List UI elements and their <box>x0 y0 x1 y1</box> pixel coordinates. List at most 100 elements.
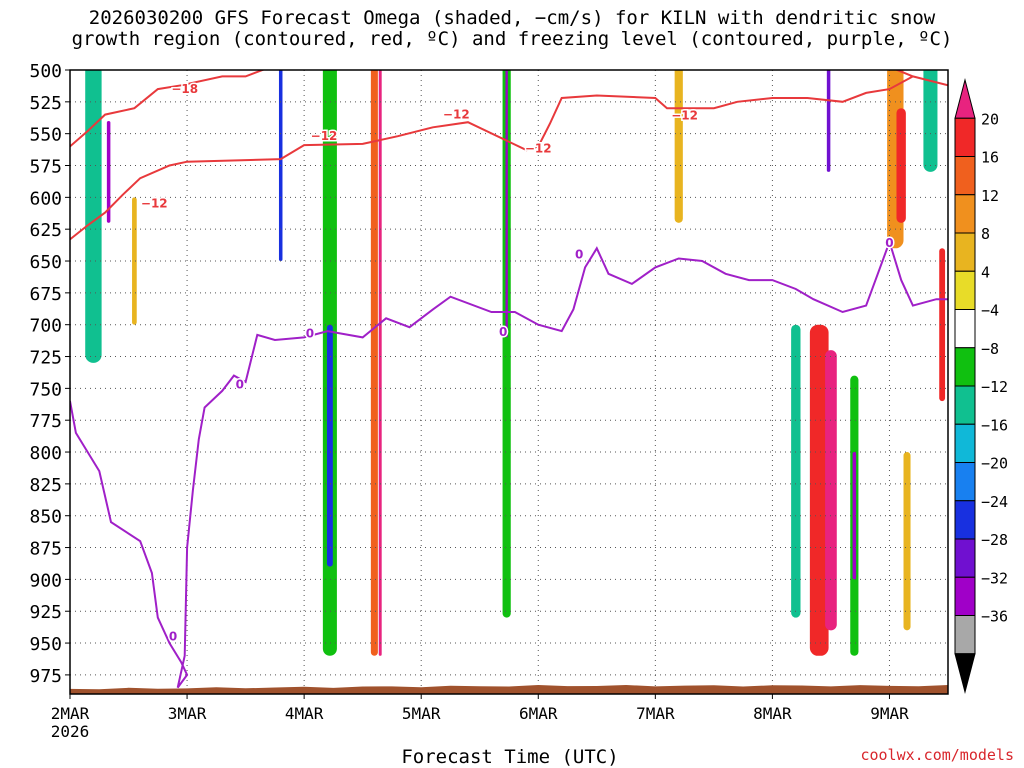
omega-streak <box>878 299 889 402</box>
colorbar-label: −12 <box>981 378 1008 396</box>
y-tick-label: 750 <box>29 379 62 400</box>
y-tick-label: 825 <box>29 475 62 496</box>
omega-streak <box>825 350 837 631</box>
omega-streak <box>106 120 111 223</box>
contour-label: 0 <box>885 236 893 250</box>
y-tick-label: 500 <box>29 61 62 82</box>
x-tick-label: 7MAR <box>636 704 675 723</box>
omega-streak <box>270 70 280 644</box>
omega-streak <box>896 108 906 223</box>
contour-label: −12 <box>671 109 698 123</box>
x-tick-label: 3MAR <box>168 704 207 723</box>
colorbar-label: 20 <box>981 110 999 128</box>
plot-frame <box>69 69 949 695</box>
contour-group <box>70 70 948 689</box>
omega-streak <box>278 70 283 262</box>
omega-streak <box>674 70 683 223</box>
y-tick-label: 850 <box>29 507 62 528</box>
colorbar-bin <box>954 423 976 463</box>
omega-shading-group <box>85 70 946 656</box>
dgz-bottom-contour <box>70 75 914 241</box>
x-tick-label: 2MAR <box>51 704 90 723</box>
colorbar-bin <box>954 156 976 196</box>
colorbar-bin <box>954 309 976 349</box>
y-tick-label: 725 <box>29 348 62 369</box>
y-tick-label: 975 <box>29 666 62 687</box>
y-tick-label: 550 <box>29 125 62 146</box>
colorbar-label: 12 <box>981 187 999 205</box>
colorbar-bin <box>954 462 976 502</box>
contour-label: 0 <box>575 247 583 261</box>
contour-label: −12 <box>311 129 338 143</box>
colorbar-bin <box>954 538 976 578</box>
omega-streak <box>502 70 511 618</box>
y-tick-label: 600 <box>29 188 62 209</box>
colorbar-label: 4 <box>981 263 990 281</box>
contour-label: 0 <box>169 629 177 643</box>
colorbar-label: −24 <box>981 493 1008 511</box>
x-tick-label: 9MAR <box>870 704 909 723</box>
x-tick-label: 8MAR <box>753 704 792 723</box>
contour-label: 0 <box>306 326 314 340</box>
colorbar-label: 16 <box>981 149 999 167</box>
colorbar-label: 8 <box>981 225 990 243</box>
terrain-ground <box>70 685 948 694</box>
omega-streak <box>923 70 938 172</box>
contour-label: 0 <box>236 377 244 391</box>
contour-label: −12 <box>141 196 168 210</box>
colorbar-label: −4 <box>981 302 999 320</box>
omega-streak <box>809 324 829 656</box>
omega-streak <box>370 70 378 656</box>
x-tick-label: 5MAR <box>402 704 441 723</box>
freezing-level-contour <box>70 238 948 689</box>
colorbar-label: −16 <box>981 416 1008 434</box>
colorbar-bin <box>954 576 976 616</box>
omega-streak <box>378 70 382 656</box>
omega-streak <box>132 197 137 325</box>
omega-streak <box>623 108 629 542</box>
contour-label: −18 <box>171 82 198 96</box>
omega-streak <box>826 70 831 172</box>
credit-text: coolwx.com/models <box>860 746 1014 764</box>
colorbar-bin <box>954 270 976 310</box>
omega-streak <box>939 248 946 402</box>
colorbar-bin <box>954 232 976 272</box>
x-tick-sublabel: 2026 <box>51 722 90 741</box>
y-tick-label: 575 <box>29 157 62 178</box>
omega-streak <box>505 70 508 338</box>
y-tick-label: 675 <box>29 284 62 305</box>
dgz-top-contour <box>70 70 948 148</box>
y-tick-label: 900 <box>29 570 62 591</box>
colorbar-bin <box>954 500 976 540</box>
y-tick-label: 950 <box>29 634 62 655</box>
omega-streak <box>326 324 333 567</box>
colorbar-label: −32 <box>981 569 1008 587</box>
chart-title-line-2: growth region (contoured, red, ºC) and f… <box>71 28 953 50</box>
y-tick-label: 925 <box>29 602 62 623</box>
colorbar-bin <box>954 117 976 157</box>
colorbar-label: −36 <box>981 608 1008 626</box>
colorbar-label: −8 <box>981 340 999 358</box>
y-tick-label: 875 <box>29 539 62 560</box>
y-tick-label: 625 <box>29 220 62 241</box>
omega-streak <box>903 452 911 631</box>
contour-label: −12 <box>443 107 470 121</box>
contour-label: −12 <box>525 142 552 156</box>
chart-title-line-1: 2026030200 GFS Forecast Omega (shaded, −… <box>88 7 936 29</box>
colorbar-bin <box>954 615 976 655</box>
colorbar-label: −20 <box>981 455 1008 473</box>
y-tick-label: 650 <box>29 252 62 273</box>
y-tick-label: 525 <box>29 93 62 114</box>
omega-streak <box>765 299 780 656</box>
y-tick-label: 800 <box>29 443 62 464</box>
y-tick-label: 775 <box>29 411 62 432</box>
colorbar-label: −28 <box>981 531 1008 549</box>
omega-streak <box>85 70 102 363</box>
omega-streak <box>791 324 801 618</box>
colorbar-bin <box>954 194 976 234</box>
colorbar-bottom-triangle <box>954 653 976 694</box>
colorbar-bin <box>954 385 976 425</box>
x-tick-label: 6MAR <box>519 704 558 723</box>
colorbar-bin <box>954 347 976 387</box>
